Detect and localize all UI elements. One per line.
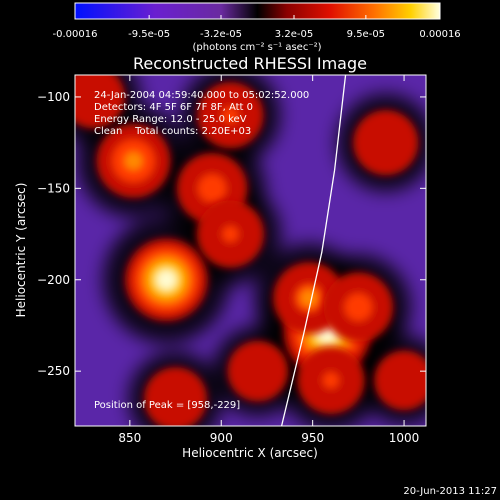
emission-source (125, 238, 208, 322)
colorbar-tick-label: 3.2e-05 (275, 29, 313, 40)
chart-title: Reconstructed RHESSI Image (133, 54, 367, 73)
colorbar (74, 2, 441, 20)
render-timestamp: 20-Jun-2013 11:27 (403, 486, 497, 497)
colorbar-tick-label: -9.5e-05 (128, 29, 170, 40)
x-tick-label: 950 (301, 431, 324, 445)
colorbar-label: (photons cm⁻² s⁻¹ asec⁻²) (192, 42, 321, 53)
annotation-time-range: 24-Jan-2004 04:59:40.000 to 05:02:52.000 (94, 90, 309, 101)
y-axis-label: Heliocentric Y (arcsec) (14, 183, 28, 318)
annotation-energy-range: Energy Range: 12.0 - 25.0 keV (94, 114, 247, 125)
emission-source (323, 272, 394, 342)
colorbar-tick-label: -0.00016 (53, 29, 98, 40)
emission-source (374, 350, 426, 411)
axis-ticks: 850 900 950 1000 −100 −150 −200 −250 (37, 75, 426, 445)
x-tick-label: 900 (210, 431, 233, 445)
colorbar-tick-label: 0.00016 (419, 29, 460, 40)
x-tick-label: 1000 (389, 431, 420, 445)
emission-source (96, 123, 171, 198)
y-tick-label: −200 (37, 273, 70, 287)
image-area (75, 75, 426, 426)
emission-source (273, 262, 345, 334)
emission-source (196, 200, 265, 268)
colorbar-tick-label: 9.5e-05 (347, 29, 385, 40)
emission-source (75, 75, 125, 129)
plot-frame (74, 74, 427, 427)
y-tick-label: −150 (37, 181, 70, 195)
colorbar-ticks: -0.00016 -9.5e-05 -3.2e-05 3.2e-05 9.5e-05 0.… (53, 15, 461, 40)
colorbar-tick-label: -3.2e-05 (200, 29, 242, 40)
emission-source (227, 340, 289, 402)
emission-source (297, 346, 365, 414)
x-tick-label: 850 (118, 431, 141, 445)
y-tick-label: −100 (37, 90, 70, 104)
solar-limb-curve (280, 75, 347, 426)
peak-position-label: Position of Peak = [958,-229] (94, 400, 240, 411)
emission-source (353, 110, 419, 176)
annotation-detectors: Detectors: 4F 5F 6F 7F 8F, Att 0 (94, 102, 253, 113)
x-axis-label: Heliocentric X (arcsec) (182, 446, 318, 460)
emission-source (197, 82, 264, 149)
emission-source (144, 367, 208, 426)
annotation-counts: Clean Total counts: 2.20E+03 (94, 126, 251, 137)
y-tick-label: −250 (37, 364, 70, 378)
